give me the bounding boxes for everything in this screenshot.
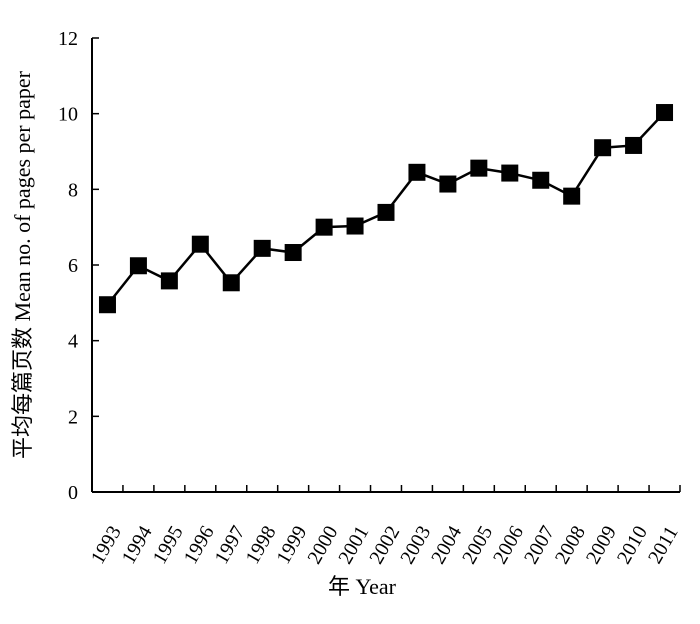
data-point-2003	[408, 163, 426, 181]
data-point-2002	[377, 203, 395, 221]
data-point-2008	[563, 187, 581, 205]
x-tick-label: 1997	[211, 522, 250, 568]
data-point-1995	[160, 272, 178, 290]
data-point-2004	[439, 175, 457, 193]
data-point-2007	[532, 171, 550, 189]
data-point-2000	[315, 218, 333, 236]
x-tick-label: 2003	[396, 522, 435, 568]
x-tick-label: 2011	[644, 522, 683, 567]
data-point-1998	[253, 239, 271, 257]
x-tick-label: 2009	[582, 522, 621, 568]
y-tick-label: 10	[58, 104, 78, 126]
data-point-1997	[222, 274, 240, 292]
data-point-2010	[625, 136, 643, 154]
x-tick-label: 2010	[613, 522, 652, 568]
x-tick-label: 2007	[520, 522, 559, 568]
data-point-1996	[191, 235, 209, 253]
data-point-2009	[594, 139, 612, 157]
y-ticks: 0 2 4 6 8 10 12	[58, 28, 99, 504]
x-tick-label: 2004	[427, 522, 466, 568]
x-tick-label: 2000	[303, 522, 342, 568]
y-tick-label: 4	[68, 331, 78, 353]
x-axis-title: 年 Year	[328, 574, 397, 599]
data-point-1993	[98, 296, 116, 314]
data-point-2006	[501, 164, 519, 182]
y-tick-label: 8	[68, 179, 78, 201]
data-point-1994	[129, 257, 147, 275]
y-tick-label: 0	[68, 482, 78, 504]
x-ticks: 1993199419951996199719981999200020012002…	[87, 485, 683, 568]
x-tick-label: 1996	[180, 522, 219, 568]
x-tick-label: 2008	[551, 522, 590, 568]
x-tick-label: 1993	[87, 522, 126, 568]
data-point-2005	[470, 159, 488, 177]
series-group	[98, 104, 674, 314]
y-axis-title: 平均每篇页数 Mean no. of pages per paper	[10, 70, 35, 459]
data-point-1999	[284, 244, 302, 262]
x-tick-label: 2002	[365, 522, 404, 568]
y-tick-label: 12	[58, 28, 78, 50]
x-tick-label: 2005	[458, 522, 497, 568]
axes	[91, 38, 680, 493]
x-tick-label: 1994	[118, 522, 157, 568]
x-tick-label: 2006	[489, 522, 528, 568]
x-tick-label: 2001	[334, 522, 373, 568]
x-tick-label: 1998	[241, 522, 280, 568]
x-tick-label: 1995	[149, 522, 188, 568]
data-point-2011	[656, 104, 674, 122]
data-point-2001	[346, 217, 364, 235]
x-tick-label: 1999	[272, 522, 311, 568]
y-tick-label: 6	[68, 255, 78, 277]
y-tick-label: 2	[68, 406, 78, 428]
